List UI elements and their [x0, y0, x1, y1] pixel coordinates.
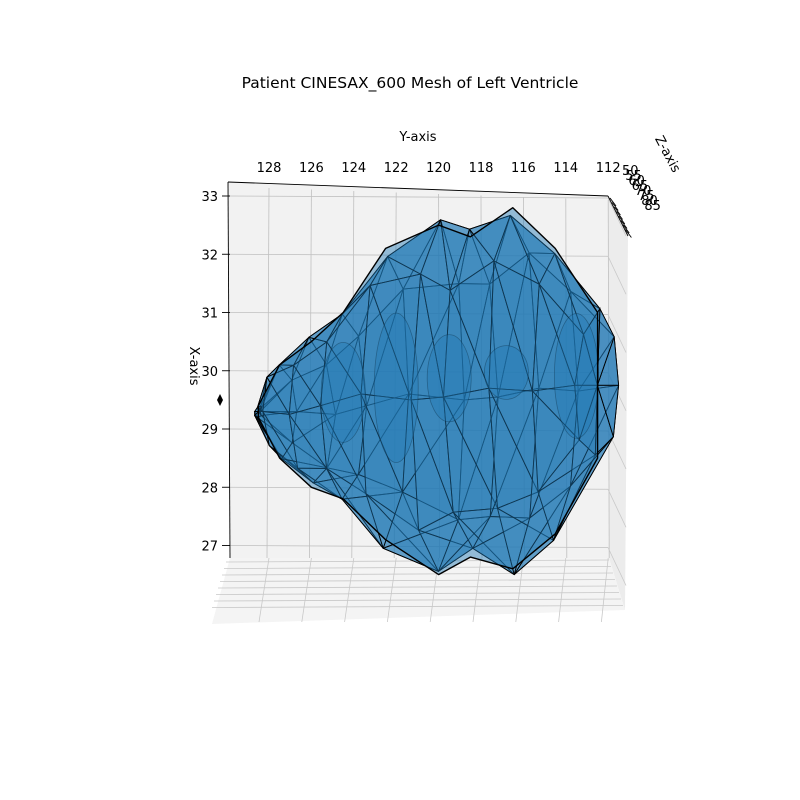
axis-lines — [227, 181, 629, 559]
grid-line-depth — [221, 572, 614, 576]
y-axis-label: Y-axis — [398, 130, 436, 145]
y-tick-label: 124 — [341, 161, 366, 176]
grid-line-floor — [387, 557, 397, 623]
grid-line-side — [607, 256, 627, 295]
z-tick-mark — [616, 211, 623, 220]
grid-line-y — [266, 187, 270, 559]
x-axis-line — [227, 181, 231, 559]
mesh-silhouette — [257, 206, 599, 576]
mesh-inner-surface — [426, 334, 472, 423]
grid-line-x — [229, 545, 609, 548]
z-axis-line — [607, 195, 629, 237]
y-tick-label: 114 — [553, 161, 578, 176]
z-tick-label: 65 — [632, 179, 649, 194]
y-tick-label: 128 — [257, 161, 282, 176]
mesh-inner-surface — [320, 341, 366, 443]
grid-line-x — [229, 195, 609, 199]
chart-title: Patient CINESAX_600 Mesh of Left Ventric… — [242, 74, 579, 93]
grid-line-floor — [301, 557, 312, 623]
z-tick-mark — [625, 229, 632, 238]
x-tick-label: 28 — [201, 481, 218, 496]
grid-line-floor — [515, 557, 524, 623]
grid-line-depth — [223, 566, 612, 569]
grid-line-side — [607, 547, 627, 586]
x-tick-label: 31 — [201, 307, 218, 322]
tick-labels: 128 126 124 122 120 118 116 114 112 33 32 31 30 29 28 2… — [201, 161, 660, 555]
z-tick-label: 55 — [625, 169, 642, 184]
mesh-cap-face — [596, 384, 620, 437]
mesh — [253, 206, 620, 576]
z-tick-mark — [611, 202, 619, 211]
y-axis-line — [227, 181, 609, 197]
y-tick-label: 120 — [426, 161, 451, 176]
x-tick-label: 27 — [201, 540, 218, 555]
x-tick-label: 33 — [201, 190, 218, 205]
y-tick-label: 122 — [384, 161, 409, 176]
mesh-inner-surface — [373, 312, 419, 464]
z-tick-mark — [609, 197, 617, 207]
grid-line-side — [607, 489, 627, 528]
z-tick-mark — [614, 206, 621, 216]
grid-line-side — [607, 197, 627, 237]
x-axis-label: X-axis — [186, 347, 201, 386]
y-tick-label: 126 — [299, 161, 324, 176]
z-tick-label: 50 — [622, 164, 639, 179]
grid-line-depth — [211, 605, 624, 608]
z-tick-label: 60 — [628, 174, 645, 189]
y-tick-label: 116 — [511, 161, 536, 176]
mesh-cap-face — [257, 411, 262, 416]
mesh-inner-surface — [554, 313, 599, 439]
z-tick-label: 80 — [641, 194, 658, 209]
grid-line-depth — [217, 585, 618, 589]
y-tick-label: 112 — [596, 161, 621, 176]
grid-line-side — [607, 314, 627, 353]
x-tick-label: 30 — [201, 365, 218, 380]
grid-line-depth — [213, 598, 622, 602]
z-tick-mark — [620, 220, 628, 229]
grid-line-depth — [215, 592, 620, 595]
grid-line-depth — [219, 579, 616, 582]
z-tick-label: 85 — [644, 199, 661, 214]
grid-line-floor — [558, 557, 567, 623]
z-tick-mark — [622, 224, 630, 234]
grid-line-x — [229, 253, 609, 257]
grid-line-floor — [601, 557, 609, 623]
y-tick-label: 118 — [469, 161, 494, 176]
x-tick-label: 32 — [201, 248, 218, 263]
mesh-inner-surface — [483, 345, 529, 400]
grid-line-floor — [472, 557, 482, 623]
z-tick-label: 70 — [635, 184, 652, 199]
grid-line-floor — [344, 557, 355, 623]
x-tick-label: 29 — [201, 423, 218, 438]
side-pane — [608, 196, 628, 610]
axis-direction-icon — [217, 394, 223, 406]
z-tick-label: 75 — [638, 189, 655, 204]
z-tick-mark — [618, 215, 626, 225]
